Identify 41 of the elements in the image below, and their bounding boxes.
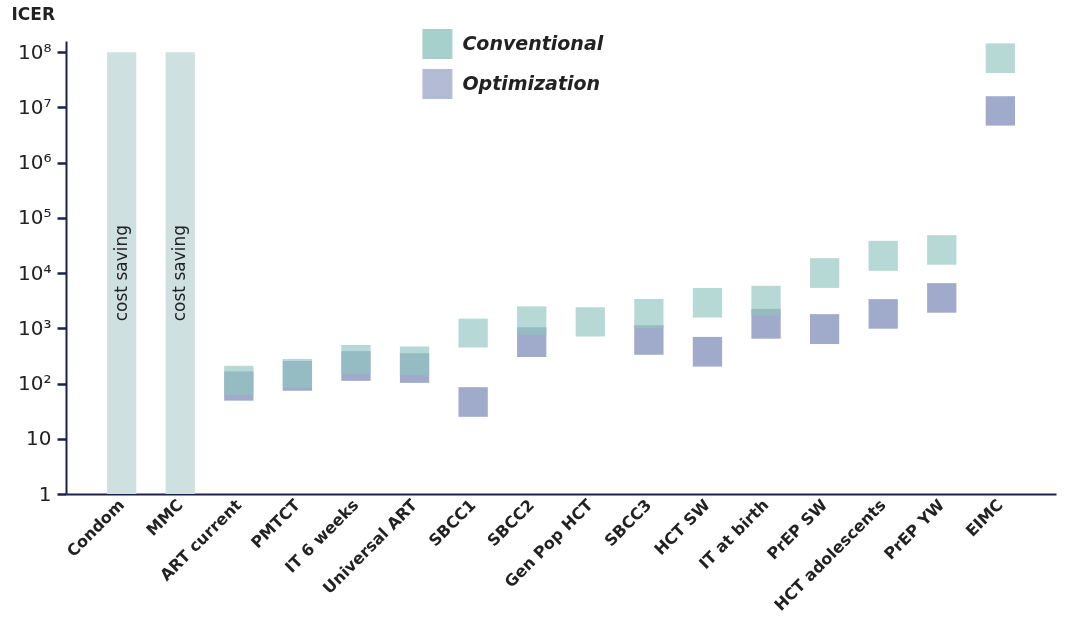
legend-label: Optimization <box>462 72 601 94</box>
y-tick-label: 10⁵ <box>18 205 52 230</box>
bar <box>458 387 488 417</box>
bar <box>341 344 371 374</box>
y-axis-title: ICER <box>11 3 56 24</box>
y-tick-label: 10⁸ <box>18 39 52 64</box>
y-tick-label: 10⁴ <box>18 260 52 285</box>
bar <box>224 365 254 396</box>
bar <box>809 314 840 345</box>
bar <box>868 240 898 271</box>
bar <box>985 96 1015 126</box>
annotation: cost saving <box>110 224 131 322</box>
y-tick-label: 10² <box>18 371 52 396</box>
bar <box>634 299 664 329</box>
bar <box>399 353 430 383</box>
bar <box>692 336 723 367</box>
bar <box>517 327 547 357</box>
bar <box>517 306 547 335</box>
y-tick-label: 10⁷ <box>18 94 52 119</box>
bar <box>927 235 957 265</box>
bar <box>751 308 781 339</box>
y-tick-label: 10³ <box>18 315 52 340</box>
bar <box>341 351 371 381</box>
y-tick-label: 10⁶ <box>18 150 52 175</box>
bar <box>107 52 137 494</box>
bar <box>165 52 195 494</box>
y-tick-label: 1 <box>38 481 52 506</box>
bar <box>927 283 957 313</box>
bar <box>224 371 254 401</box>
bar <box>809 258 840 288</box>
y-tick-label: 10 <box>26 426 52 451</box>
bar <box>751 285 781 316</box>
bar <box>868 299 898 329</box>
bar <box>985 43 1015 74</box>
bar <box>575 307 605 337</box>
bar <box>399 346 430 376</box>
bar <box>458 318 488 348</box>
annotation: cost saving <box>169 224 190 322</box>
bar <box>634 325 664 355</box>
bar <box>692 287 723 318</box>
legend-label: Conventional <box>462 32 604 54</box>
